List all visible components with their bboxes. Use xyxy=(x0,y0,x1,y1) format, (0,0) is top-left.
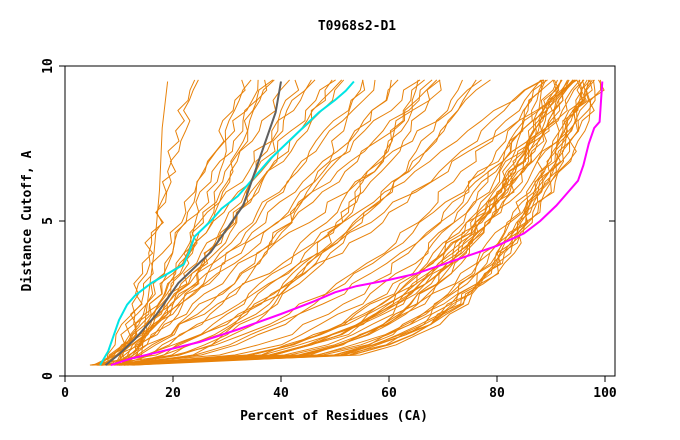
highlight-series-group xyxy=(99,80,604,367)
magenta-series-line xyxy=(110,81,604,367)
background-series-line xyxy=(99,79,545,366)
background-series-line xyxy=(106,79,274,366)
y-tick-label: 5 xyxy=(41,217,56,225)
background-series-line xyxy=(123,79,581,366)
background-series-line xyxy=(111,79,316,366)
background-series-line xyxy=(91,79,583,366)
chart-title: T0968s2-D1 xyxy=(318,19,396,34)
background-series-line xyxy=(120,79,560,366)
background-series-line xyxy=(131,79,547,366)
background-series-line xyxy=(99,79,421,366)
background-series-line xyxy=(121,79,593,366)
x-tick-label: 100 xyxy=(593,386,617,401)
gray-series-line xyxy=(104,81,282,366)
background-series-line xyxy=(127,79,563,366)
background-series-line xyxy=(118,79,593,366)
background-series-line xyxy=(112,79,544,366)
background-series-line xyxy=(119,79,576,366)
background-series-line xyxy=(106,79,259,366)
y-axis-label: Distance Cutoff, A xyxy=(20,150,35,291)
cyan-series-line xyxy=(99,80,355,366)
background-series-line xyxy=(140,81,169,364)
background-series-line xyxy=(122,79,477,366)
background-series-line xyxy=(123,79,574,366)
background-series-line xyxy=(121,79,196,366)
background-series-line xyxy=(114,79,290,366)
background-series-line xyxy=(120,79,554,366)
background-series-line xyxy=(120,79,312,366)
background-series-line xyxy=(130,79,441,366)
background-series-line xyxy=(99,79,585,366)
background-series-line xyxy=(133,79,558,366)
background-series-line xyxy=(110,79,463,366)
background-series-line xyxy=(124,79,491,366)
background-series-group xyxy=(89,79,605,366)
background-series-line xyxy=(100,79,591,366)
x-tick-label: 80 xyxy=(489,386,505,401)
background-series-line xyxy=(119,79,246,366)
background-series-line xyxy=(118,79,199,366)
background-series-line xyxy=(102,79,557,366)
x-axis: 0 20 40 60 80 100 xyxy=(61,376,617,401)
background-series-line xyxy=(93,79,399,366)
background-series-line xyxy=(102,79,366,366)
background-series-line xyxy=(91,79,364,366)
background-series-line xyxy=(117,79,570,366)
background-series-line xyxy=(125,79,345,366)
background-series-line xyxy=(96,79,333,366)
x-axis-label: Percent of Residues (CA) xyxy=(240,409,428,424)
y-tick-label: 0 xyxy=(41,372,56,380)
background-series-line xyxy=(123,79,376,366)
background-series-line xyxy=(121,79,482,366)
x-tick-label: 40 xyxy=(273,386,289,401)
y-axis: 0 5 10 xyxy=(41,58,615,380)
background-series-line xyxy=(101,79,548,366)
background-series-line xyxy=(124,79,563,366)
background-series-line xyxy=(126,79,595,366)
x-tick-label: 60 xyxy=(381,386,397,401)
background-series-line xyxy=(114,79,300,366)
background-series-line xyxy=(89,79,442,366)
y-tick-label: 10 xyxy=(41,58,56,74)
background-series-line xyxy=(114,79,336,366)
background-series-line xyxy=(115,79,542,366)
background-series-line xyxy=(116,79,596,366)
x-tick-label: 20 xyxy=(165,386,181,401)
background-series-line xyxy=(98,79,588,366)
background-series-line xyxy=(110,79,605,366)
x-tick-label: 0 xyxy=(61,386,69,401)
